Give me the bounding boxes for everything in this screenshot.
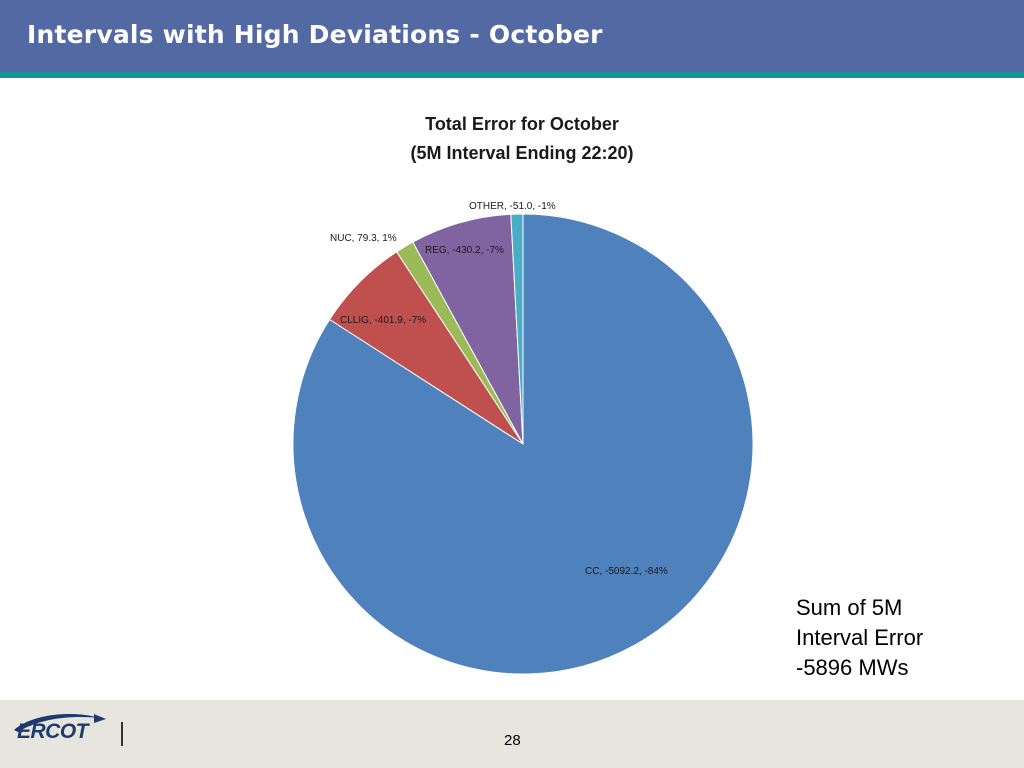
pie-slices	[292, 213, 754, 675]
pie-labels: CC, -5092.2, -84% CLLIG, -401.9, -7% NUC, …	[330, 201, 668, 577]
chart-title-line-1: Total Error for October	[425, 114, 619, 134]
pie-slice-reg	[412, 213, 524, 445]
slide-footer: ERCOT 28	[0, 700, 1024, 768]
interval-error-note: Sum of 5M Interval Error -5896 MWs	[796, 593, 996, 683]
ercot-logo	[10, 708, 110, 750]
pie-label-cllig: CLLIG, -401.9, -7%	[340, 315, 426, 326]
pie-label-other: OTHER, -51.0, -1%	[469, 201, 556, 212]
slide-header: Intervals with High Deviations - October	[0, 0, 1024, 72]
pie-label-reg: REG, -430.2, -7%	[425, 245, 504, 256]
logo-text: ERCOT	[17, 720, 89, 743]
pie-slice-other	[510, 213, 524, 445]
note-line-1: Sum of 5M	[796, 595, 903, 620]
chart-title-line-2: (5M Interval Ending 22:20)	[410, 143, 633, 163]
note-line-3: -5896 MWs	[796, 655, 909, 680]
logo-divider	[121, 722, 123, 746]
logo-swoosh-icon	[14, 714, 106, 732]
slide-title: Intervals with High Deviations - October	[27, 20, 603, 49]
pie-label-nuc: NUC, 79.3, 1%	[330, 233, 397, 244]
page-number: 28	[504, 732, 521, 749]
pie-label-cc: CC, -5092.2, -84%	[585, 566, 668, 577]
header-stripe	[0, 72, 1024, 78]
note-line-2: Interval Error	[796, 625, 924, 650]
pie-chart: Total Error for October (5M Interval End…	[292, 114, 754, 675]
